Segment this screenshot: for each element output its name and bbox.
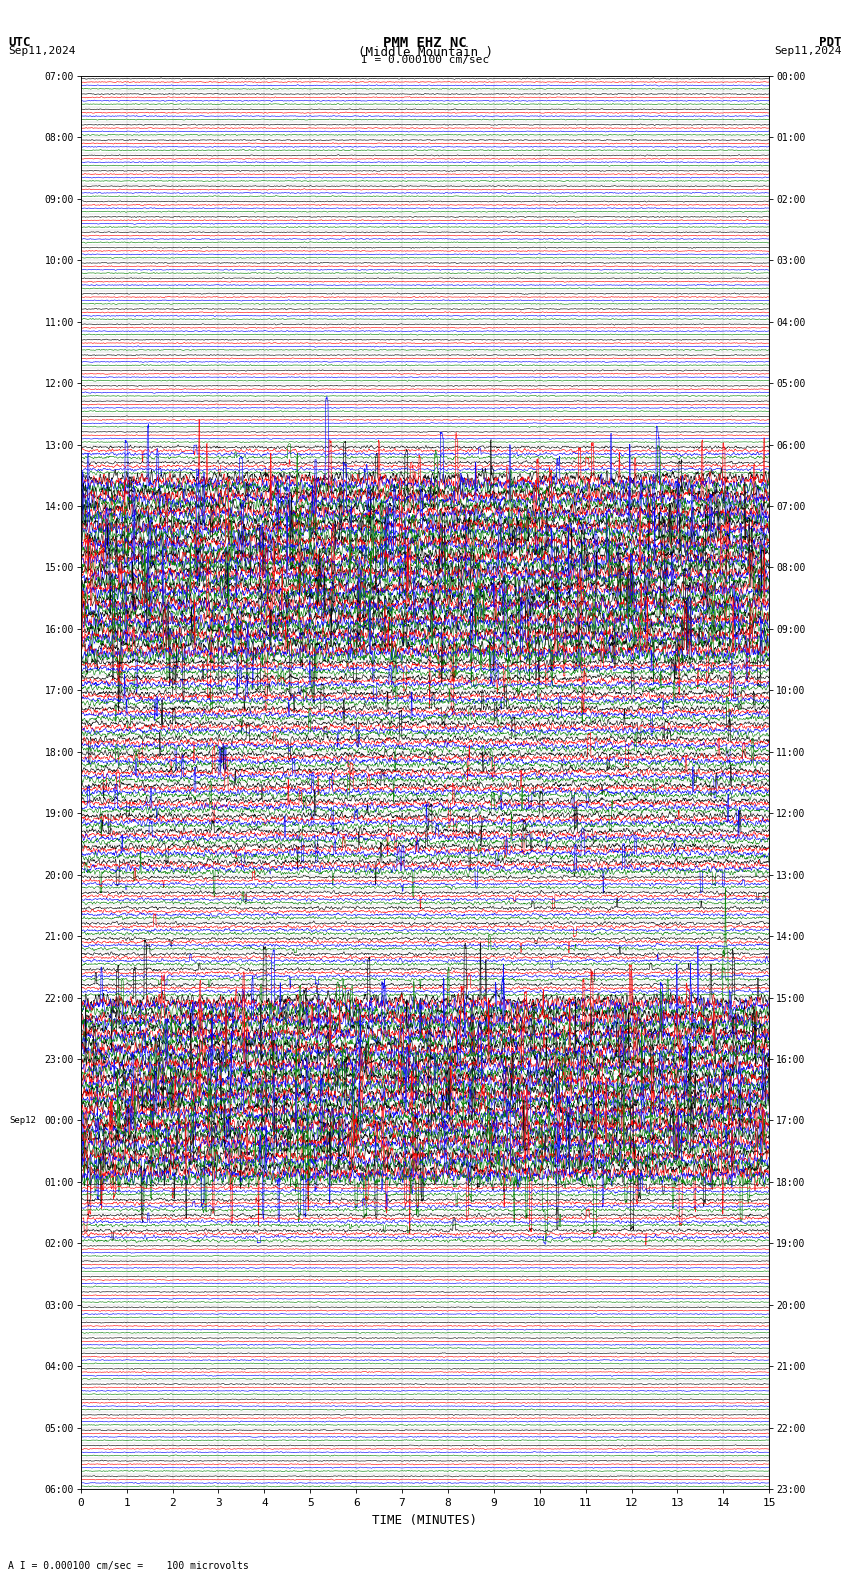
Text: Sep11,2024: Sep11,2024 bbox=[774, 46, 842, 55]
Text: UTC: UTC bbox=[8, 35, 31, 49]
Text: PDT: PDT bbox=[819, 35, 842, 49]
Text: (Middle Mountain ): (Middle Mountain ) bbox=[358, 46, 492, 59]
Text: PMM EHZ NC: PMM EHZ NC bbox=[383, 35, 467, 49]
Text: I = 0.000100 cm/sec: I = 0.000100 cm/sec bbox=[361, 55, 489, 65]
Text: Sep12: Sep12 bbox=[9, 1115, 36, 1125]
X-axis label: TIME (MINUTES): TIME (MINUTES) bbox=[372, 1514, 478, 1527]
Text: A I = 0.000100 cm/sec =    100 microvolts: A I = 0.000100 cm/sec = 100 microvolts bbox=[8, 1562, 249, 1571]
Text: Sep11,2024: Sep11,2024 bbox=[8, 46, 76, 55]
